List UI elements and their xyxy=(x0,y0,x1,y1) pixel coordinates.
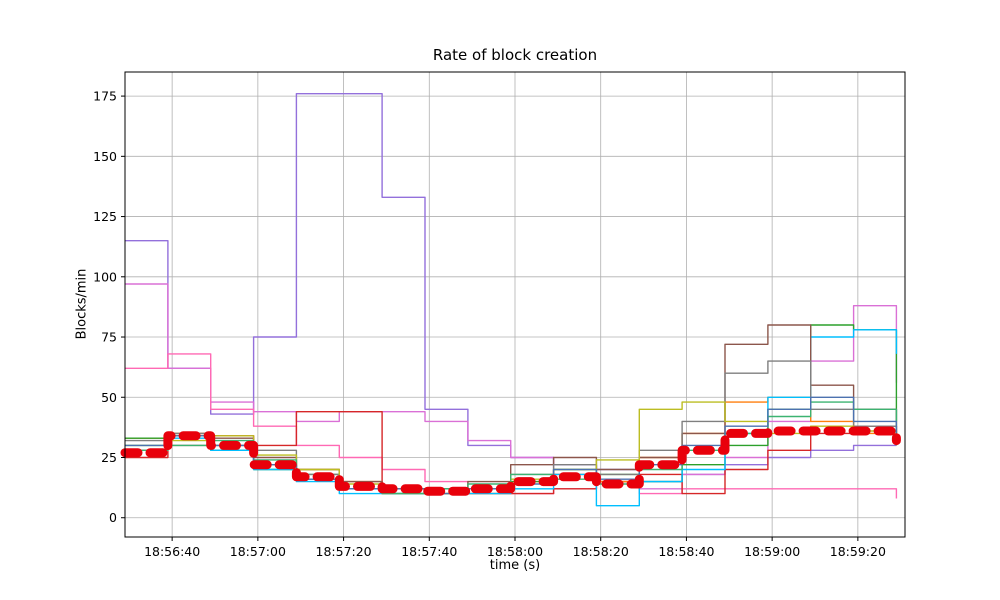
chart-title: Rate of block creation xyxy=(432,46,598,64)
x-tick-label: 18:56:40 xyxy=(144,544,200,559)
x-tick-label: 18:59:00 xyxy=(744,544,800,559)
y-tick-label: 0 xyxy=(109,510,117,525)
x-tick-label: 18:58:00 xyxy=(487,544,543,559)
x-tick-label: 18:59:20 xyxy=(830,544,886,559)
x-tick-label: 18:57:00 xyxy=(230,544,286,559)
x-tick-label: 18:57:40 xyxy=(401,544,457,559)
x-axis-label: time (s) xyxy=(489,558,541,573)
y-tick-label: 25 xyxy=(101,450,117,465)
y-tick-label: 75 xyxy=(101,330,117,345)
x-tick-label: 18:58:40 xyxy=(658,544,714,559)
y-axis-label: Blocks/min xyxy=(74,268,90,340)
y-tick-label: 150 xyxy=(93,149,117,164)
x-tick-label: 18:57:20 xyxy=(316,544,372,559)
x-tick-label: 18:58:20 xyxy=(573,544,629,559)
y-tick-label: 100 xyxy=(93,269,117,284)
y-tick-label: 175 xyxy=(93,89,117,104)
series-line-aggregate-median xyxy=(120,426,901,496)
y-tick-label: 50 xyxy=(101,390,117,405)
y-tick-label: 125 xyxy=(93,209,117,224)
